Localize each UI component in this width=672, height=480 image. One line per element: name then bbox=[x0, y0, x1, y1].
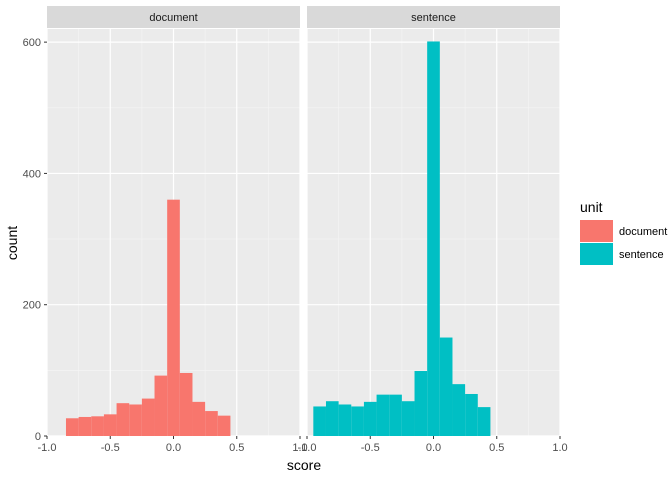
x-tick-label: -1.0 bbox=[298, 442, 317, 454]
x-tick-label: -1.0 bbox=[38, 442, 57, 454]
histogram-bar bbox=[217, 415, 231, 436]
histogram-bar bbox=[351, 406, 364, 436]
histogram-bar bbox=[192, 401, 206, 436]
histogram-bar bbox=[414, 371, 428, 436]
y-tick-label: 200 bbox=[23, 300, 41, 312]
histogram-bar bbox=[141, 398, 155, 436]
legend-item-sentence: sentence bbox=[580, 243, 664, 265]
histogram-bar bbox=[401, 401, 415, 436]
histogram-bar bbox=[313, 406, 326, 436]
x-tick-label: 0.5 bbox=[229, 442, 244, 454]
x-tick-label: -0.5 bbox=[101, 442, 120, 454]
facet-strip bbox=[307, 6, 560, 28]
histogram-bar bbox=[116, 403, 130, 436]
histogram-bar bbox=[325, 401, 339, 436]
histogram-bar bbox=[389, 394, 402, 436]
histogram-bar bbox=[78, 416, 92, 436]
legend: unit document sentence bbox=[580, 199, 667, 265]
histogram-bar bbox=[439, 337, 453, 436]
y-tick-label: 400 bbox=[23, 168, 41, 180]
x-tick-label: -0.5 bbox=[361, 442, 380, 454]
histogram-bar bbox=[427, 41, 440, 436]
facet-strip-label: sentence bbox=[411, 12, 456, 24]
histogram-bar bbox=[363, 401, 377, 436]
histogram-bar bbox=[452, 384, 466, 436]
x-tick-label: 0.0 bbox=[166, 442, 181, 454]
y-tick-label: 600 bbox=[23, 37, 41, 49]
histogram-bar bbox=[129, 404, 142, 436]
histogram-bar bbox=[179, 372, 193, 436]
histogram-bar bbox=[103, 414, 117, 436]
legend-key bbox=[580, 243, 613, 265]
y-tick-label: 0 bbox=[35, 431, 41, 443]
histogram-bar bbox=[167, 199, 180, 436]
histogram-bar bbox=[205, 411, 218, 436]
facet-panel-document: document -1.0 -0.5 0.0 0.5 1.0 0 200 400 600 bbox=[23, 6, 308, 454]
legend-label: document bbox=[619, 226, 667, 238]
histogram-bar bbox=[91, 416, 104, 436]
x-tick-label: 0.5 bbox=[489, 442, 504, 454]
facet-strip-label: document bbox=[149, 12, 197, 24]
histogram-bar bbox=[477, 407, 491, 436]
y-axis-title: count bbox=[4, 226, 20, 260]
facet-panel-sentence: sentence -1.0 -0.5 0.0 0.5 1.0 bbox=[298, 6, 568, 454]
x-tick-label: 1.0 bbox=[292, 442, 307, 454]
histogram-bar bbox=[338, 404, 352, 436]
histogram-bar bbox=[154, 375, 168, 436]
facet-strip bbox=[47, 6, 300, 28]
histogram-bar bbox=[65, 418, 79, 436]
legend-key bbox=[580, 220, 613, 242]
facet-panels: document -1.0 -0.5 0.0 0.5 1.0 0 200 400 600 sente… bbox=[23, 6, 568, 454]
x-tick-label: 0.0 bbox=[426, 442, 441, 454]
legend-title: unit bbox=[580, 199, 603, 215]
x-axis-title: score bbox=[287, 457, 321, 473]
histogram-bar bbox=[376, 394, 390, 436]
x-tick-label: 1.0 bbox=[552, 442, 567, 454]
histogram-bar bbox=[465, 393, 478, 436]
legend-item-document: document bbox=[580, 220, 667, 242]
legend-label: sentence bbox=[619, 249, 664, 261]
